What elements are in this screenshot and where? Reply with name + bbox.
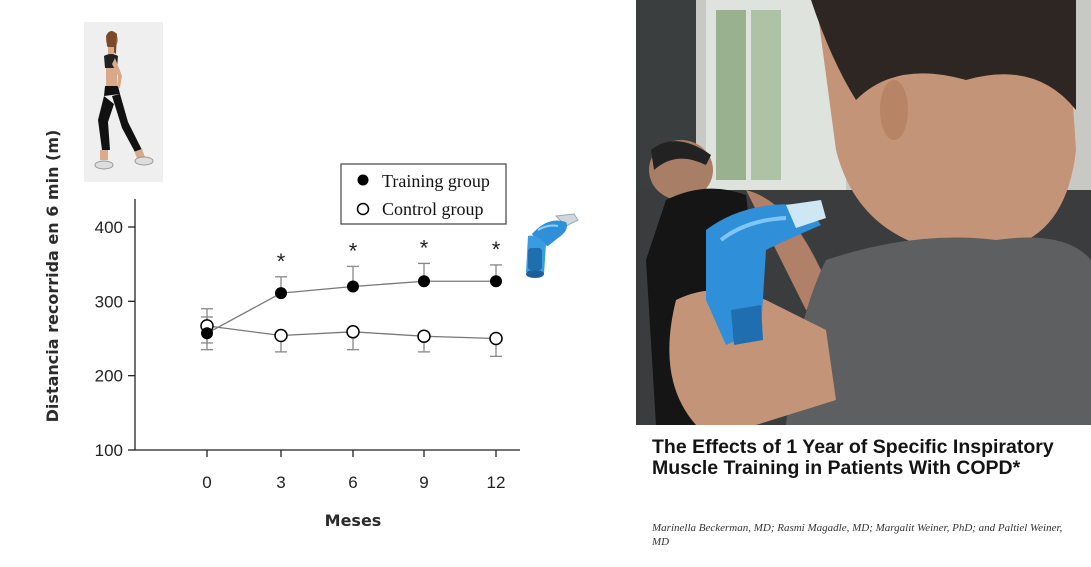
legend-label-training: Training group [382, 171, 490, 191]
training-point [418, 275, 430, 288]
significance-star: * [349, 238, 358, 263]
legend-box [340, 163, 507, 225]
training-point [275, 287, 287, 300]
man-using-inspiratory-trainer-photo [636, 0, 1091, 425]
training-point [490, 275, 502, 288]
chart-svg: 100 200 300 400 0 3 6 9 12 * * * * Training group Co… [43, 130, 520, 530]
training-point [347, 280, 359, 293]
x-tick-label: 12 [487, 473, 506, 492]
training-point [201, 327, 213, 340]
control-point [417, 329, 431, 344]
y-tick-label: 300 [95, 292, 123, 311]
control-point [346, 325, 360, 339]
legend-label-control: Control group [382, 199, 484, 219]
x-tick-label: 3 [276, 473, 285, 492]
walking-woman-photo [84, 22, 163, 182]
control-point [489, 331, 503, 346]
significance-star: * [277, 249, 286, 274]
x-axis-title: Meses [325, 511, 382, 530]
x-tick-label: 6 [348, 473, 357, 492]
control-point [274, 328, 288, 343]
significance-star: * [420, 235, 429, 260]
chart-container: 100 200 300 400 0 3 6 9 12 * * * * Training group Co… [43, 130, 520, 530]
y-axis-title: Distancia recorrida en 6 min (m) [43, 130, 62, 423]
legend-marker-training [357, 174, 369, 186]
inspiratory-trainer-device-icon [518, 208, 582, 288]
paper-title: The Effects of 1 Year of Specific Inspir… [652, 436, 1054, 479]
y-tick-label: 100 [95, 441, 123, 460]
y-tick-label: 400 [95, 218, 123, 237]
x-tick-label: 9 [419, 473, 428, 492]
paper-authors: Marinella Beckerman, MD; Rasmi Magadle, … [652, 522, 1063, 548]
y-tick-label: 200 [95, 367, 123, 386]
x-tick-label: 0 [202, 473, 211, 492]
significance-star: * [492, 237, 501, 262]
legend-marker-control [356, 202, 370, 216]
